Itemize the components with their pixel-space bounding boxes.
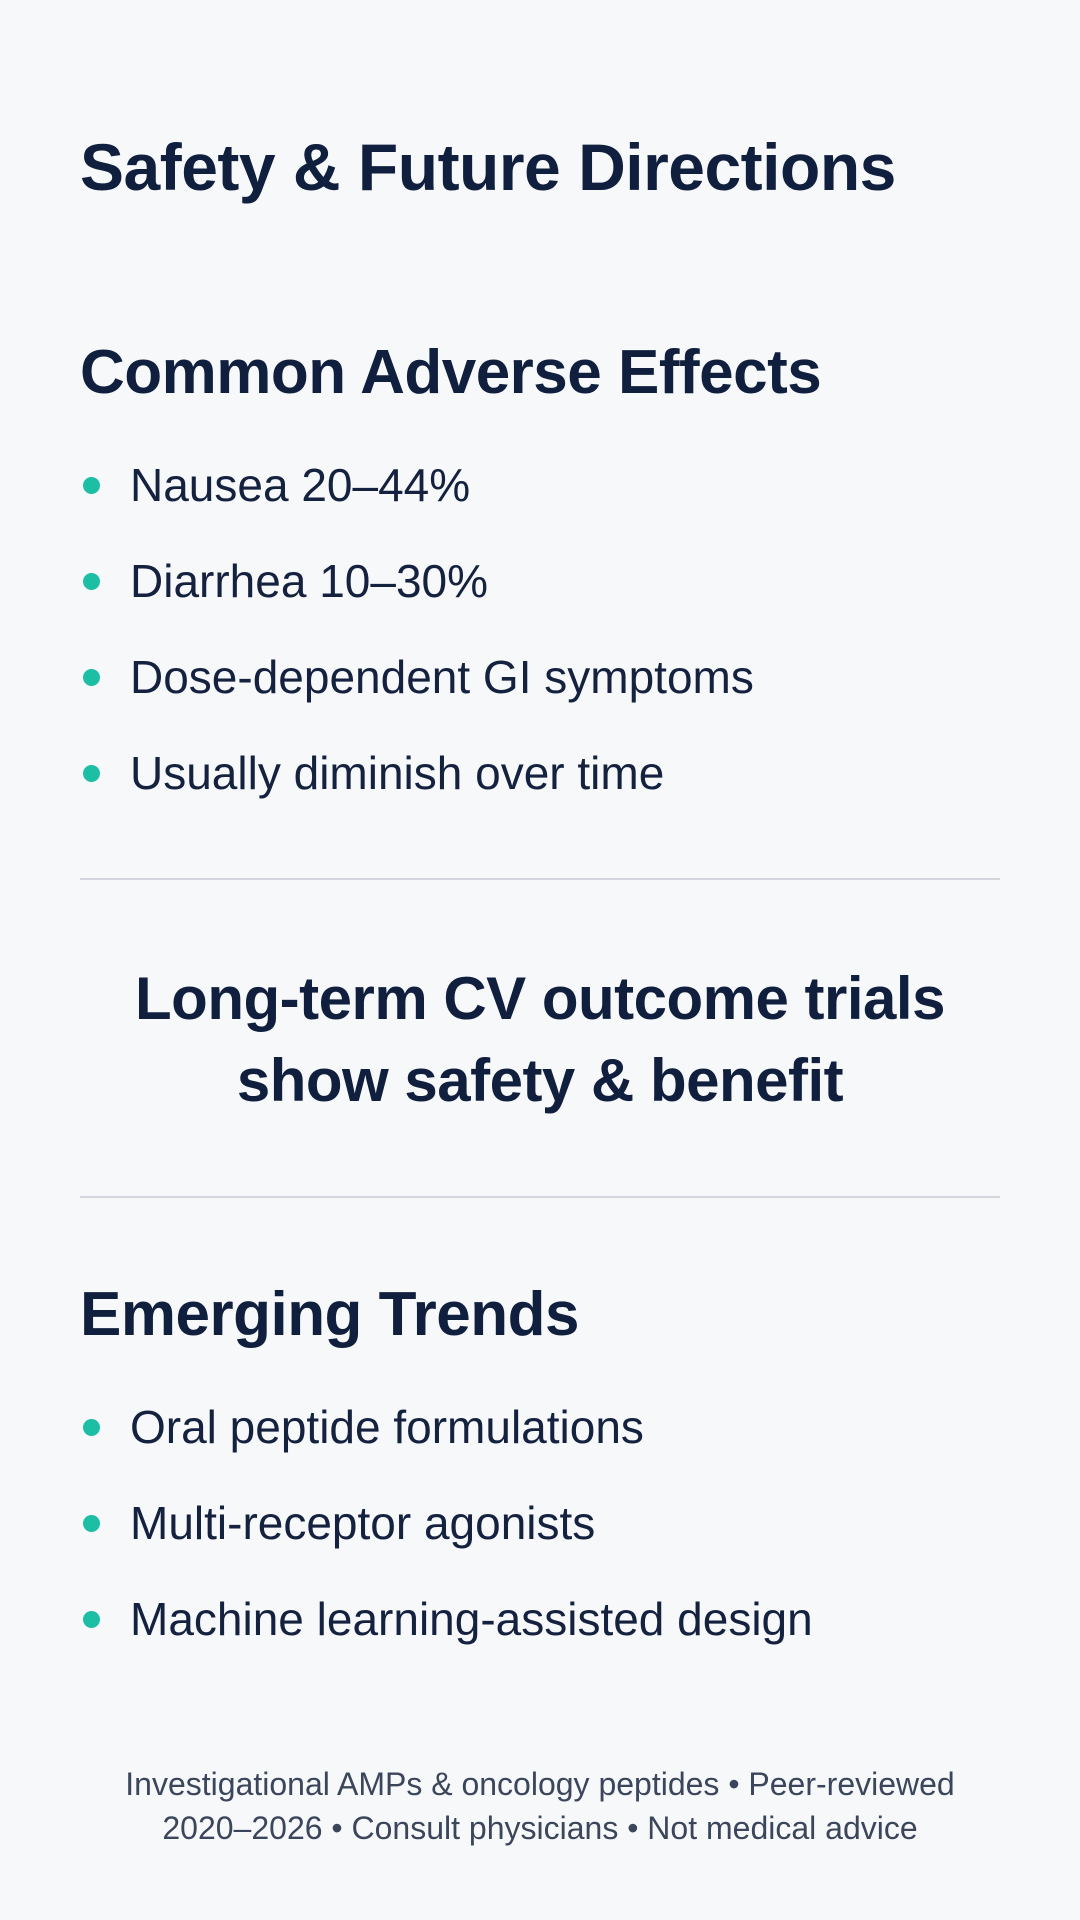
list-item-text: Oral peptide formulations <box>130 1401 644 1453</box>
list-item: Usually diminish over time <box>80 725 754 821</box>
list-item-text: Diarrhea 10–30% <box>130 555 489 607</box>
bullet-dot-icon <box>83 572 100 590</box>
list-item-text: Nausea 20–44% <box>130 459 471 511</box>
bullet-dot-icon <box>83 668 100 686</box>
emerging-trends-list: Oral peptide formulations Multi-receptor… <box>80 1379 813 1667</box>
bullet-dot-icon <box>83 1418 100 1436</box>
bullet-dot-icon <box>83 1610 100 1628</box>
list-item-text: Machine learning-assisted design <box>130 1593 813 1645</box>
bullet-dot-icon <box>83 764 100 782</box>
divider <box>80 878 1000 880</box>
list-item-text: Dose-dependent GI symptoms <box>130 651 754 703</box>
emerging-trends-heading: Emerging Trends <box>80 1280 579 1349</box>
divider <box>80 1196 1000 1198</box>
callout-line-1: Long-term CV outcome trials <box>135 965 945 1032</box>
page-title: Safety & Future Directions <box>80 130 896 204</box>
list-item: Diarrhea 10–30% <box>80 533 754 629</box>
list-item: Machine learning-assisted design <box>80 1571 813 1667</box>
adverse-effects-heading: Common Adverse Effects <box>80 338 822 407</box>
list-item: Oral peptide formulations <box>80 1379 813 1475</box>
list-item: Nausea 20–44% <box>80 437 754 533</box>
callout-line-2: show safety & benefit <box>236 1047 844 1114</box>
bullet-dot-icon <box>83 476 100 494</box>
disclaimer-footer: Investigational AMPs & oncology peptides… <box>60 1762 1020 1850</box>
footer-line-1: Investigational AMPs & oncology peptides… <box>125 1766 955 1802</box>
bullet-dot-icon <box>83 1514 100 1532</box>
cv-outcomes-callout: Long-term CV outcome trials show safety … <box>80 958 1000 1122</box>
footer-line-2: 2020–2026 • Consult physicians • Not med… <box>162 1810 918 1846</box>
adverse-effects-list: Nausea 20–44% Diarrhea 10–30% Dose-depen… <box>80 437 754 821</box>
list-item: Multi-receptor agonists <box>80 1475 813 1571</box>
list-item-text: Usually diminish over time <box>130 747 665 799</box>
list-item-text: Multi-receptor agonists <box>130 1497 596 1549</box>
list-item: Dose-dependent GI symptoms <box>80 629 754 725</box>
